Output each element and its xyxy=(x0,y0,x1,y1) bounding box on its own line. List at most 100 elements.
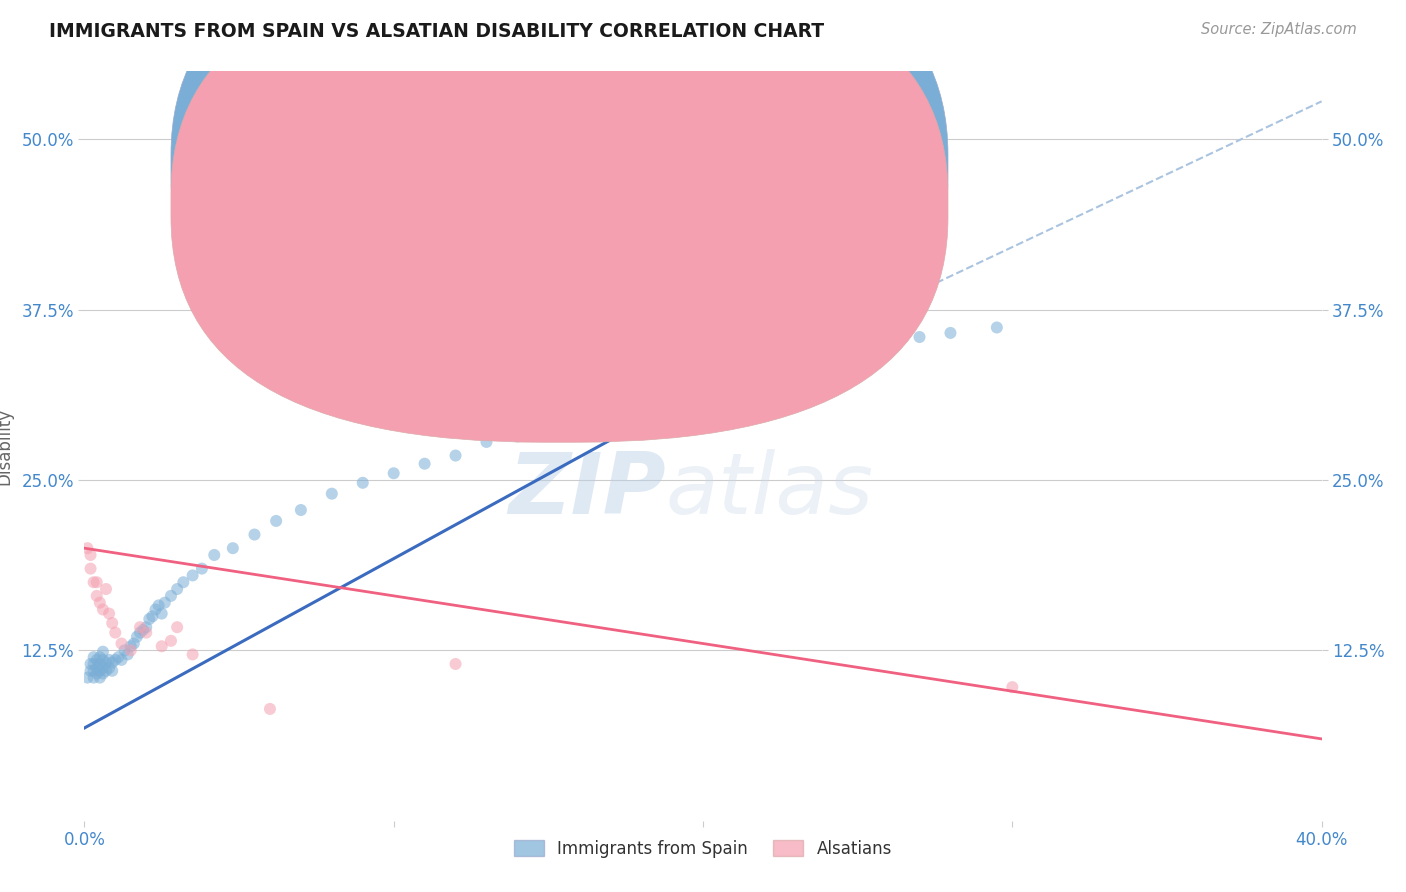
Text: R =  0.541: R = 0.541 xyxy=(592,161,692,179)
Point xyxy=(290,503,312,517)
Point xyxy=(79,664,101,678)
Point xyxy=(89,650,111,665)
Point xyxy=(98,661,121,675)
Point xyxy=(79,561,101,575)
Point xyxy=(321,486,343,500)
Point xyxy=(104,625,127,640)
Point xyxy=(506,429,529,443)
Text: Source: ZipAtlas.com: Source: ZipAtlas.com xyxy=(1201,22,1357,37)
Point xyxy=(264,514,287,528)
Point xyxy=(107,650,129,665)
Point xyxy=(91,666,114,681)
Point xyxy=(79,548,101,562)
Text: N = 23: N = 23 xyxy=(728,201,787,219)
Point xyxy=(382,467,405,481)
Text: IMMIGRANTS FROM SPAIN VS ALSATIAN DISABILITY CORRELATION CHART: IMMIGRANTS FROM SPAIN VS ALSATIAN DISABI… xyxy=(49,22,824,41)
Point xyxy=(148,599,170,613)
Point xyxy=(110,653,132,667)
Point xyxy=(117,648,139,662)
Point xyxy=(537,418,560,433)
Point xyxy=(76,671,98,685)
Point xyxy=(986,320,1008,334)
Point xyxy=(692,380,714,394)
Point xyxy=(202,548,225,562)
Point xyxy=(94,656,117,670)
Text: N = 70: N = 70 xyxy=(728,161,787,179)
Point xyxy=(132,623,155,637)
Legend: Immigrants from Spain, Alsatians: Immigrants from Spain, Alsatians xyxy=(508,833,898,864)
Point xyxy=(444,657,467,671)
Point xyxy=(191,561,214,575)
Point xyxy=(172,575,194,590)
Point xyxy=(160,589,183,603)
Point xyxy=(138,612,160,626)
Text: ZIP: ZIP xyxy=(508,450,666,533)
Point xyxy=(122,636,145,650)
Point xyxy=(104,653,127,667)
Point xyxy=(160,633,183,648)
Text: atlas: atlas xyxy=(666,450,875,533)
Point xyxy=(630,392,652,406)
Point xyxy=(83,664,105,678)
Point xyxy=(129,620,152,634)
Point xyxy=(86,575,108,590)
Point xyxy=(101,664,124,678)
Point xyxy=(120,640,142,654)
Point xyxy=(98,653,121,667)
Point xyxy=(83,657,105,671)
Point xyxy=(91,602,114,616)
Y-axis label: Disability: Disability xyxy=(0,408,13,484)
Point xyxy=(94,664,117,678)
Point xyxy=(89,671,111,685)
Point xyxy=(79,657,101,671)
Point xyxy=(908,330,931,344)
Point xyxy=(114,643,136,657)
Point xyxy=(129,625,152,640)
Point xyxy=(877,336,900,351)
Point xyxy=(141,609,163,624)
Point xyxy=(94,582,117,596)
Point xyxy=(125,630,148,644)
Point xyxy=(222,541,245,556)
Point xyxy=(1001,680,1024,694)
Text: R = -0.283: R = -0.283 xyxy=(592,201,692,219)
Point xyxy=(86,666,108,681)
Point xyxy=(939,326,962,340)
Point xyxy=(150,607,173,621)
Point xyxy=(89,596,111,610)
Point xyxy=(110,636,132,650)
FancyBboxPatch shape xyxy=(172,0,948,442)
Point xyxy=(181,568,204,582)
Point xyxy=(120,643,142,657)
Point xyxy=(101,616,124,631)
Point xyxy=(243,527,266,541)
Point xyxy=(444,449,467,463)
Point xyxy=(91,661,114,675)
Point xyxy=(599,405,621,419)
Point xyxy=(135,625,157,640)
Point xyxy=(145,602,167,616)
Point xyxy=(568,411,591,425)
Point xyxy=(352,475,374,490)
Point xyxy=(83,575,105,590)
Point xyxy=(98,607,121,621)
Point xyxy=(86,589,108,603)
Point xyxy=(153,596,176,610)
Point xyxy=(166,582,188,596)
Point xyxy=(166,620,188,634)
Point xyxy=(135,620,157,634)
Point xyxy=(475,434,498,449)
Point xyxy=(101,656,124,670)
Point xyxy=(181,648,204,662)
FancyBboxPatch shape xyxy=(523,144,839,240)
Point xyxy=(815,357,838,371)
Point xyxy=(754,371,776,385)
Point xyxy=(150,640,173,654)
Point xyxy=(91,653,114,667)
Point xyxy=(86,661,108,675)
Point xyxy=(91,645,114,659)
Point xyxy=(89,664,111,678)
Point xyxy=(413,457,436,471)
Point xyxy=(76,541,98,556)
Point xyxy=(89,657,111,671)
